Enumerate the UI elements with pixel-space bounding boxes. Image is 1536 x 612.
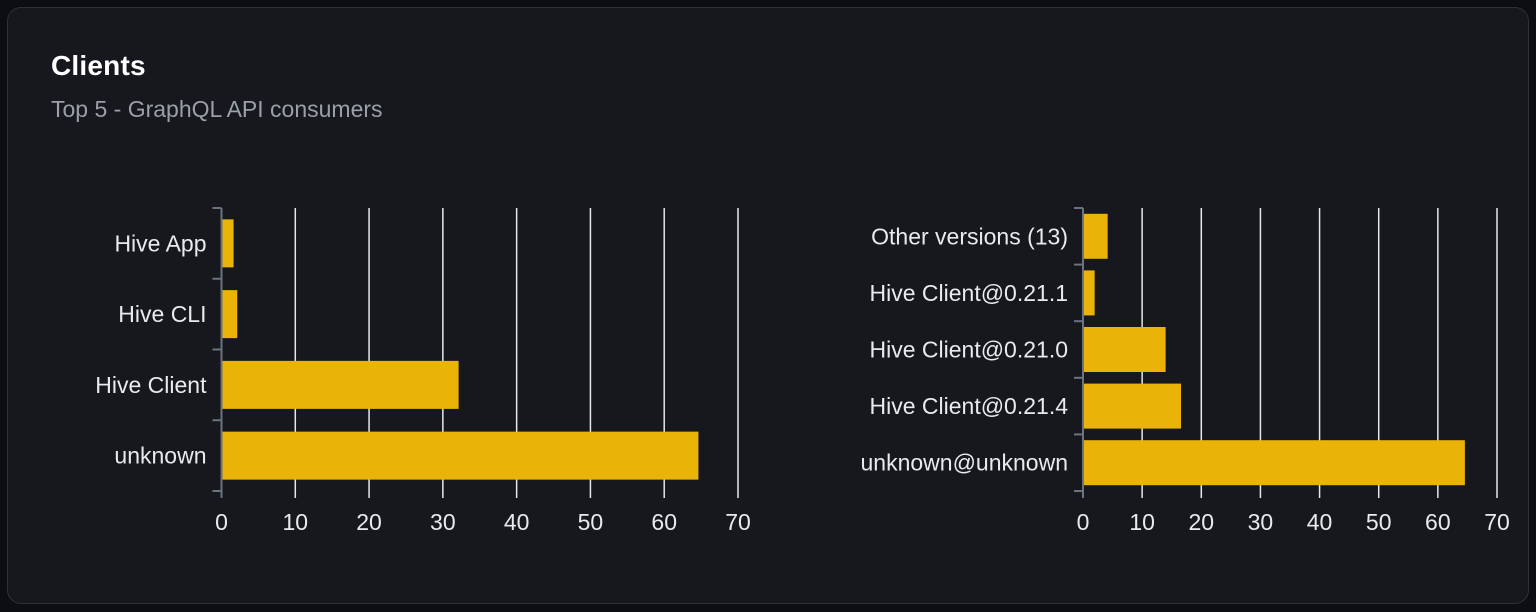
bar-hive-client[interactable] (222, 360, 459, 409)
x-tick-label: 0 (1077, 509, 1090, 535)
x-tick-label: 10 (1129, 509, 1155, 535)
bar-unknown[interactable] (222, 431, 699, 480)
category-label: Hive CLI (118, 301, 206, 327)
client-versions-top5-chart: 0 10 20 30 40 50 60 70 Other versions (13) Hive C… (821, 196, 1536, 548)
category-label: unknown (114, 443, 206, 469)
bar-hive-cli[interactable] (222, 290, 238, 339)
x-tick-label: 20 (356, 509, 382, 535)
x-tick-label: 40 (504, 509, 530, 535)
x-tick-label: 50 (578, 509, 604, 535)
client-versions-top5-svg: 0 10 20 30 40 50 60 70 Other versions (13) Hive C… (861, 207, 1510, 535)
x-tick-label: 50 (1366, 509, 1392, 535)
bar-hive-client-0-21-4[interactable] (1084, 383, 1181, 429)
card-title: Clients (51, 50, 146, 81)
bar-hive-client-0-21-1[interactable] (1084, 270, 1095, 316)
x-tick-label: 40 (1307, 509, 1333, 535)
card-header: Clients Top 5 - GraphQL API consumers (8, 8, 1528, 123)
category-label: unknown@unknown (861, 450, 1068, 476)
category-label: Hive Client@0.21.0 (870, 337, 1069, 363)
category-label: Other versions (13) (871, 223, 1068, 249)
card-subtitle: Top 5 - GraphQL API consumers (51, 96, 383, 122)
x-tick-label: 20 (1188, 509, 1214, 535)
category-label: Hive Client@0.21.4 (870, 393, 1069, 419)
bar-other-versions-13-[interactable] (1084, 213, 1108, 259)
clients-top5-svg: 0 10 20 30 40 50 60 70 Hive App Hive CLI Hive Clie… (95, 207, 751, 535)
x-tick-label: 70 (1484, 509, 1510, 535)
bar-hive-app[interactable] (222, 219, 234, 268)
category-label: Hive App (114, 230, 206, 256)
category-label: Hive Client@0.21.1 (870, 280, 1069, 306)
clients-top5-chart: 0 10 20 30 40 50 60 70 Hive App Hive CLI Hive Clie… (81, 196, 781, 548)
x-tick-label: 70 (725, 509, 751, 535)
x-tick-label: 10 (282, 509, 308, 535)
x-tick-label: 60 (1425, 509, 1451, 535)
x-tick-label: 30 (1248, 509, 1274, 535)
x-tick-label: 30 (430, 509, 456, 535)
x-tick-label: 60 (651, 509, 677, 535)
bar-hive-client-0-21-0[interactable] (1084, 327, 1166, 372)
clients-card: Clients Top 5 - GraphQL API consumers 0 1… (7, 7, 1529, 604)
x-tick-label: 0 (215, 509, 228, 535)
bar-unknown-unknown[interactable] (1084, 440, 1465, 486)
category-label: Hive Client (95, 372, 207, 398)
